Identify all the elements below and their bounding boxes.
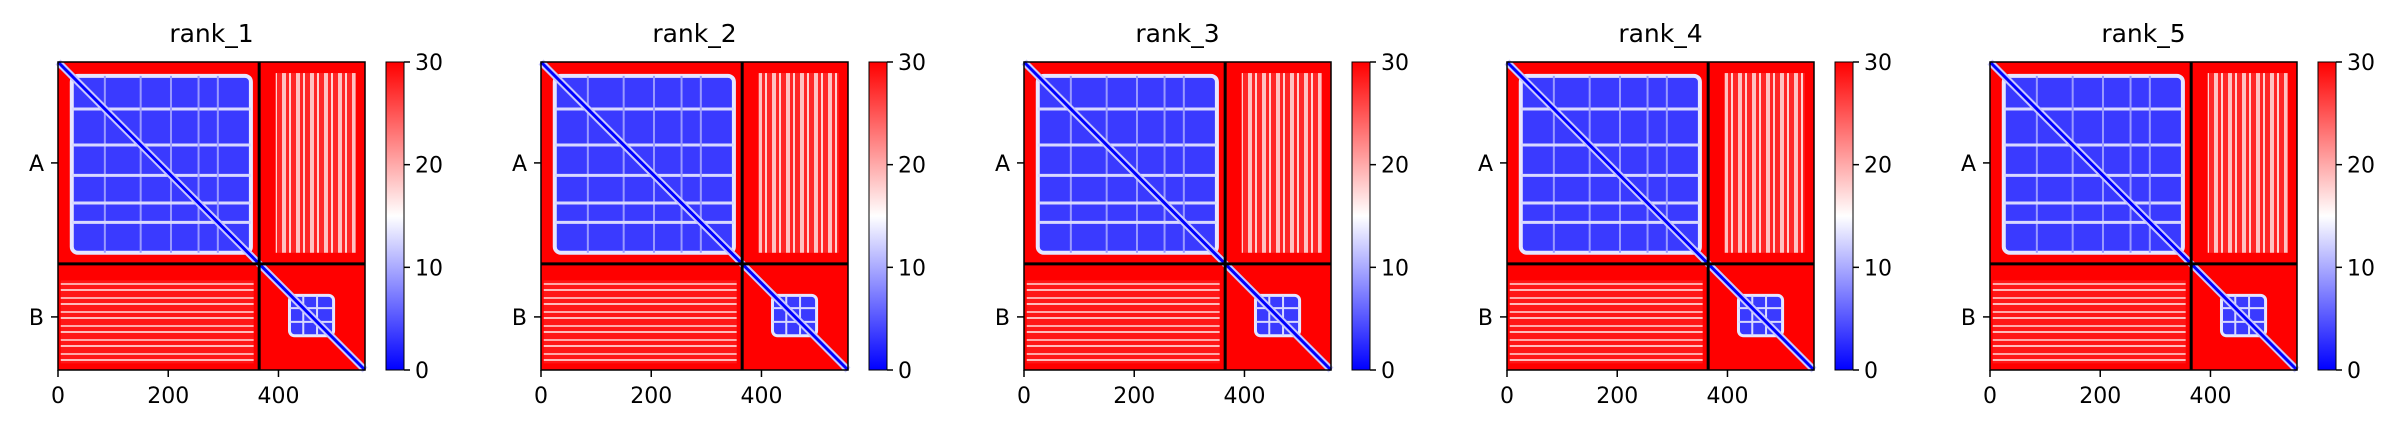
colorbar-tick-label: 10 — [898, 256, 926, 281]
colorbar-tick-label: 20 — [2347, 154, 2375, 179]
heatmap-ab-block — [1724, 73, 1805, 253]
y-tick-label: B — [29, 306, 44, 331]
x-tick-label: 0 — [51, 384, 65, 409]
y-tick-label: A — [29, 152, 44, 177]
y-tick-label: B — [995, 306, 1010, 331]
colorbar-tick-label: 10 — [2347, 256, 2375, 281]
panel-rank_2: rank_2 A B 0 200 400 0 10 20 30 — [512, 19, 926, 409]
panel-title: rank_5 — [2101, 19, 2185, 48]
heatmap-diagonal — [1022, 60, 1333, 372]
x-tick-label: 400 — [1706, 384, 1748, 409]
panel-rank_1: rank_1 A B 0 200 400 0 10 20 30 — [29, 19, 443, 409]
axes-frame — [1989, 61, 2298, 371]
heatmap-ab-block — [758, 73, 839, 253]
panel-title: rank_2 — [652, 19, 736, 48]
heatmap-ba-block — [60, 280, 254, 364]
x-tick-label: 200 — [630, 384, 672, 409]
colorbar-tick-label: 0 — [1381, 359, 1395, 384]
heatmap-ab-block — [275, 73, 356, 253]
heatmap-ba-block — [1992, 280, 2186, 364]
panel-rank_4: rank_4 A B 0 200 400 0 10 20 30 — [1478, 19, 1892, 409]
axes-frame — [57, 61, 366, 371]
colorbar-tick-label: 10 — [1864, 256, 1892, 281]
y-tick-label: B — [512, 306, 527, 331]
x-tick-label: 400 — [1223, 384, 1265, 409]
heatmap-diagonal — [1505, 60, 1816, 372]
y-tick-label: A — [1961, 152, 1976, 177]
panel-rank_3: rank_3 A B 0 200 400 0 10 20 30 — [995, 19, 1409, 409]
colorbar-tick-label: 30 — [415, 51, 443, 76]
x-tick-label: 400 — [740, 384, 782, 409]
colorbar — [868, 61, 888, 371]
colorbar-tick-label: 30 — [898, 51, 926, 76]
colorbar-tick-label: 20 — [415, 154, 443, 179]
axes-frame — [1506, 61, 1815, 371]
x-tick-label: 400 — [2189, 384, 2231, 409]
colorbar-tick-label: 30 — [2347, 51, 2375, 76]
panel-title: rank_3 — [1135, 19, 1219, 48]
colorbar-tick-label: 30 — [1864, 51, 1892, 76]
axes-frame — [540, 61, 849, 371]
y-tick-label: A — [1478, 152, 1493, 177]
x-tick-label: 200 — [1596, 384, 1638, 409]
colorbar-tick-label: 20 — [1864, 154, 1892, 179]
panel-rank_5: rank_5 A B 0 200 400 0 10 20 30 — [1961, 19, 2375, 409]
colorbar-tick-label: 20 — [1381, 154, 1409, 179]
x-tick-label: 200 — [2079, 384, 2121, 409]
colorbar — [2317, 61, 2337, 371]
colorbar-tick-label: 10 — [415, 256, 443, 281]
y-tick-label: A — [995, 152, 1010, 177]
x-tick-label: 200 — [147, 384, 189, 409]
axes-frame — [1023, 61, 1332, 371]
colorbar — [1351, 61, 1371, 371]
y-tick-label: B — [1961, 306, 1976, 331]
x-tick-label: 0 — [1017, 384, 1031, 409]
panel-title: rank_4 — [1618, 19, 1702, 48]
y-tick-label: A — [512, 152, 527, 177]
x-tick-label: 0 — [1500, 384, 1514, 409]
x-tick-label: 0 — [1983, 384, 1997, 409]
y-tick-label: B — [1478, 306, 1493, 331]
colorbar-tick-label: 0 — [2347, 359, 2361, 384]
heatmap-ba-block — [1026, 280, 1220, 364]
colorbar-tick-label: 0 — [415, 359, 429, 384]
x-tick-label: 400 — [257, 384, 299, 409]
colorbar-tick-label: 0 — [1864, 359, 1878, 384]
colorbar — [385, 61, 405, 371]
colorbar-tick-label: 10 — [1381, 256, 1409, 281]
heatmap-ab-block — [2207, 73, 2288, 253]
x-tick-label: 0 — [534, 384, 548, 409]
colorbar-tick-label: 20 — [898, 154, 926, 179]
heatmap-ab-block — [1241, 73, 1322, 253]
heatmap-diagonal — [1988, 60, 2299, 372]
colorbar — [1834, 61, 1854, 371]
colorbar-tick-label: 30 — [1381, 51, 1409, 76]
heatmap-diagonal — [539, 60, 850, 372]
x-tick-label: 200 — [1113, 384, 1155, 409]
panel-title: rank_1 — [169, 19, 253, 48]
heatmap-ba-block — [1509, 280, 1703, 364]
colorbar-tick-label: 0 — [898, 359, 912, 384]
heatmap-ba-block — [543, 280, 737, 364]
heatmap-diagonal — [56, 60, 367, 372]
